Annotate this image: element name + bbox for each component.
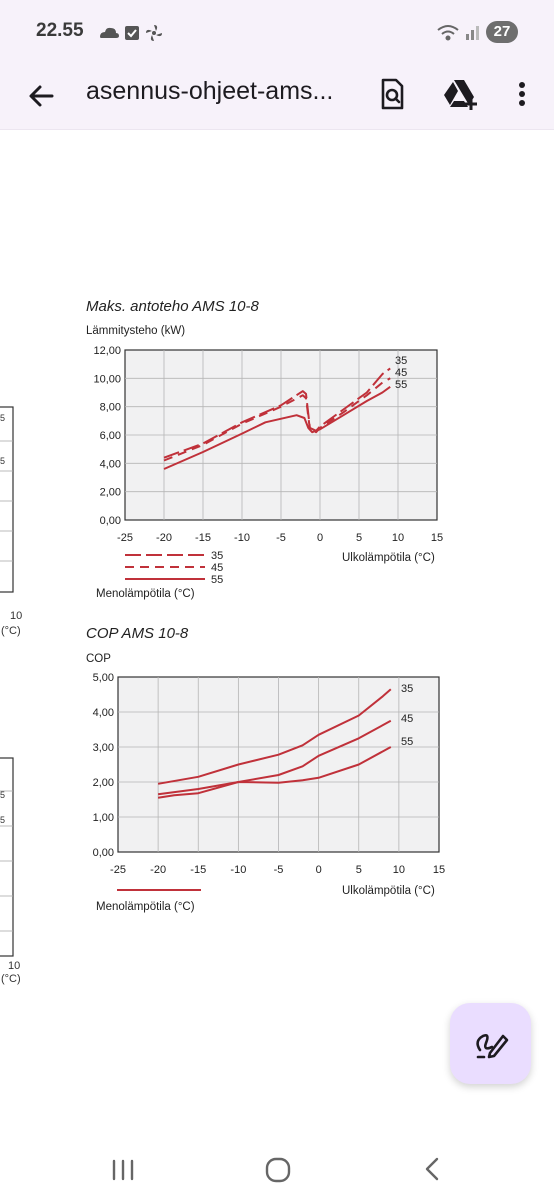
document-viewer[interactable]: 5 5 10 (°C) 5 5 10 (°C) Maks. antoteho A…	[0, 131, 554, 1141]
y-tick-label: 0,00	[100, 515, 121, 527]
left-page-fragment-top: 5 5 10 (°C)	[0, 406, 22, 637]
y-tick-label: 4,00	[100, 458, 121, 470]
left-unit: (°C)	[1, 625, 21, 637]
search-document-icon[interactable]	[372, 74, 412, 114]
nav-back-icon[interactable]	[413, 1150, 453, 1190]
left-x-tick: 10	[10, 610, 22, 622]
signal-icon	[466, 26, 479, 40]
x-tick-label: -25	[117, 532, 133, 544]
left-x-tick-2: 10	[8, 960, 20, 972]
y-tick-label: 12,00	[93, 345, 121, 357]
legend-title: Menolämpötila (°C)	[96, 588, 195, 600]
y-axis-label: Lämmitysteho (kW)	[86, 325, 185, 337]
draw-icon	[476, 1034, 509, 1059]
left-tick-c: 5	[0, 790, 5, 800]
chart-legend: Menolämpötila (°C)	[96, 889, 201, 913]
x-axis-label: Ulkolämpötila (°C)	[342, 885, 435, 897]
series-line-55	[163, 385, 391, 470]
left-tick-d: 5	[0, 815, 5, 825]
more-vert-icon[interactable]	[502, 74, 542, 114]
document-title: asennus-ohjeet-ams...	[86, 77, 334, 105]
document-page: 5 5 10 (°C) 5 5 10 (°C) Maks. antoteho A…	[0, 298, 445, 985]
series-line-55	[157, 746, 392, 799]
x-tick-label: -10	[234, 532, 250, 544]
edit-fab[interactable]	[450, 1003, 531, 1084]
status-icons	[100, 25, 162, 41]
series-line-45	[157, 719, 392, 796]
legend-title: Menolämpötila (°C)	[96, 901, 195, 913]
home-icon[interactable]	[258, 1150, 298, 1190]
x-tick-label: 10	[393, 864, 405, 876]
chart-title: Maks. antoteho AMS 10-8	[86, 298, 260, 315]
y-tick-label: 6,00	[100, 430, 121, 442]
status-time: 22.55	[36, 20, 84, 41]
x-tick-label: 5	[356, 532, 362, 544]
left-unit-2: (°C)	[1, 973, 21, 985]
series-label-35: 35	[395, 355, 407, 367]
legend-label-35: 35	[211, 550, 223, 562]
x-tick-label: -15	[190, 864, 206, 876]
x-tick-label: 0	[316, 864, 322, 876]
checkbox-icon	[125, 26, 139, 40]
x-tick-label: -25	[110, 864, 126, 876]
status-right-icons	[437, 25, 479, 41]
x-tick-label: 0	[317, 532, 323, 544]
series-label-55: 55	[395, 379, 407, 391]
x-tick-label: -5	[274, 864, 284, 876]
recent-apps-icon[interactable]	[103, 1150, 143, 1190]
x-tick-label: -20	[150, 864, 166, 876]
x-tick-label: 5	[356, 864, 362, 876]
fan-icon	[146, 25, 162, 41]
x-tick-label: 15	[433, 864, 445, 876]
y-tick-label: 1,00	[93, 812, 114, 824]
series-label-55: 55	[401, 736, 413, 748]
y-tick-label: 0,00	[93, 847, 114, 859]
chart-legend: 35 45 55 Menolämpötila (°C)	[96, 550, 223, 600]
y-tick-label: 2,00	[100, 487, 121, 499]
battery-badge: 27	[486, 21, 518, 43]
wifi-icon	[437, 25, 459, 41]
left-tick-a: 5	[0, 413, 5, 423]
x-axis-label: Ulkolämpötila (°C)	[342, 552, 435, 564]
x-tick-label: 15	[431, 532, 443, 544]
series-line-45	[163, 377, 391, 462]
y-tick-label: 3,00	[93, 742, 114, 754]
left-tick-b: 5	[0, 456, 5, 466]
x-tick-label: 10	[392, 532, 404, 544]
navigation-bar	[0, 1140, 554, 1200]
series-label-45: 45	[401, 713, 413, 725]
series-label-45: 45	[395, 367, 407, 379]
add-to-drive-icon[interactable]	[440, 74, 480, 114]
cloud-icon	[100, 27, 119, 38]
x-tick-label: -15	[195, 532, 211, 544]
series-label-35: 35	[401, 683, 413, 695]
y-tick-label: 5,00	[93, 672, 114, 684]
left-page-fragment-bottom: 5 5 10 (°C)	[0, 757, 21, 985]
status-bar: 22.55 27	[0, 0, 554, 62]
x-tick-label: -20	[156, 532, 172, 544]
app-bar: asennus-ohjeet-ams...	[0, 62, 554, 130]
y-tick-label: 10,00	[93, 373, 121, 385]
chart-title: COP AMS 10-8	[86, 625, 189, 642]
y-tick-label: 2,00	[93, 777, 114, 789]
y-tick-label: 4,00	[93, 707, 114, 719]
chart-cop: COP AMS 10-8 COP 5,00 4,00 3,00 2,00 1,00 0,0…	[86, 625, 445, 913]
series-line-35	[157, 688, 392, 785]
back-arrow-icon[interactable]	[22, 76, 62, 116]
x-tick-label: -5	[276, 532, 286, 544]
y-axis-label: COP	[86, 653, 111, 665]
x-tick-label: -10	[230, 864, 246, 876]
chart-max-power: Maks. antoteho AMS 10-8 Lämmitysteho (kW…	[86, 298, 443, 600]
legend-label-45: 45	[211, 562, 223, 574]
legend-label-55: 55	[211, 574, 223, 586]
y-tick-label: 8,00	[100, 402, 121, 414]
